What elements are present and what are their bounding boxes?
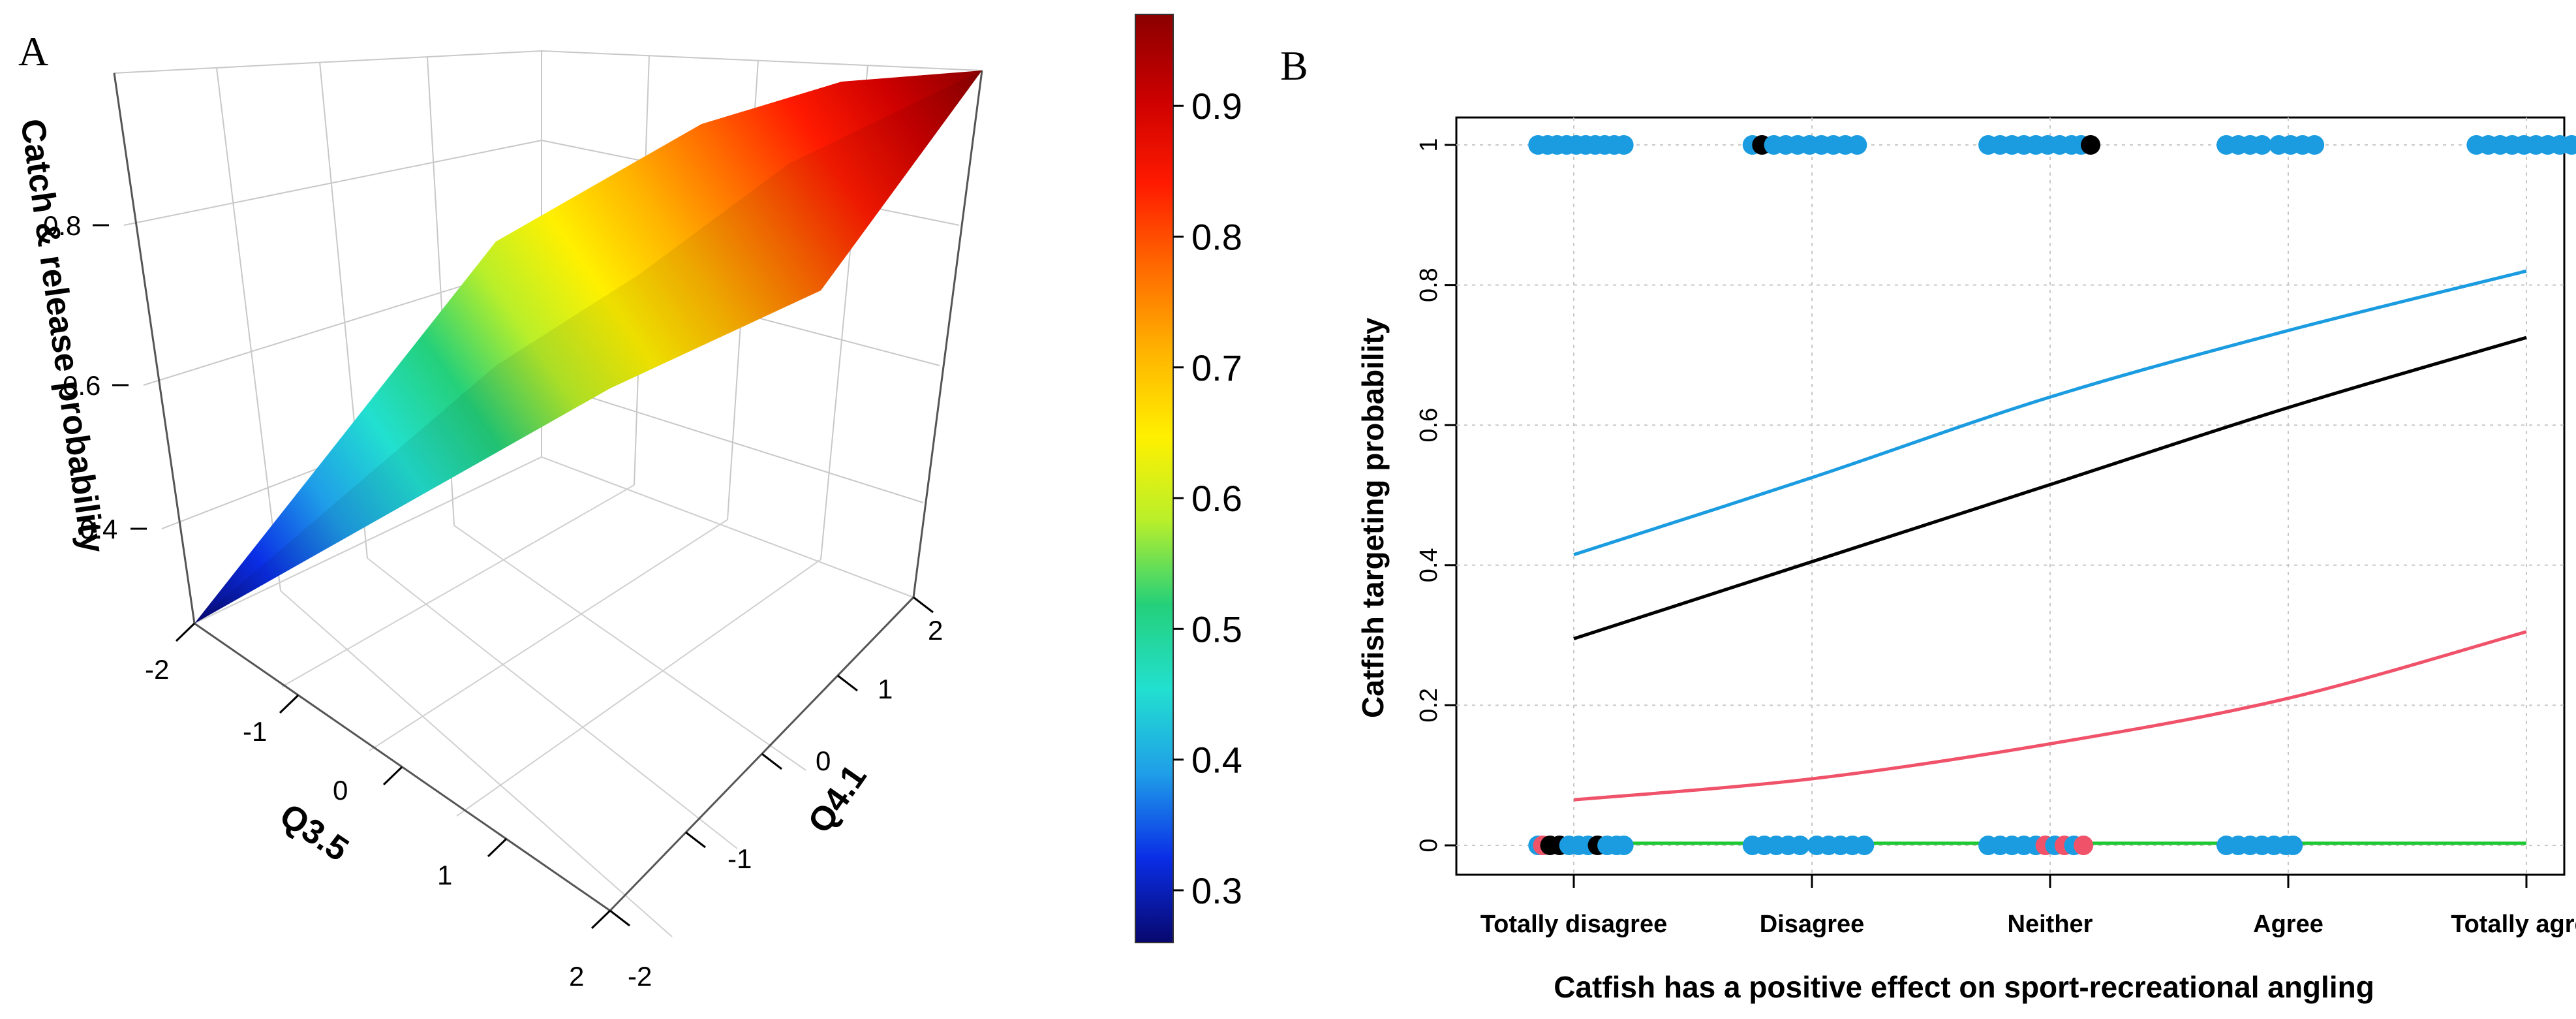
x-tick-mark (590, 909, 611, 930)
plot-b-y-tick-label: 1 (1415, 138, 1443, 151)
plot-b-y-tick-label: 0.4 (1415, 548, 1443, 582)
z-tick-label: 0.8 (43, 210, 81, 241)
x-tick-mark (487, 838, 508, 858)
plot-b-observation (2081, 135, 2101, 155)
panel-b: B 0 0.2 0.4 0.6 0.8 1 Totally disagree Disagre… (1280, 42, 2576, 1004)
z-tick-label: 0.4 (80, 514, 117, 544)
x-axis-label: Q3.5 (273, 796, 355, 869)
plot-b-x-tick-label: Totally disagree (1480, 911, 1668, 938)
colorbar-tick-label: 0.4 (1191, 740, 1242, 781)
floor-line (369, 519, 728, 751)
grid-line (123, 140, 542, 226)
colorbar: 0.3 0.4 0.5 0.6 0.7 0.8 0.9 (1135, 14, 1242, 943)
y-tick-mark (837, 674, 858, 692)
plot-b-observation (2252, 135, 2272, 155)
floor-grid (194, 456, 914, 937)
plot-b-x-tick-label: Neither (2008, 911, 2093, 938)
y-axis (609, 596, 934, 927)
floor-line (194, 456, 542, 624)
floor-line (453, 525, 806, 771)
front-edge-y (609, 596, 915, 912)
plot-b-observation (2562, 135, 2576, 155)
y-tick-label: -2 (628, 961, 652, 992)
plot-b-observation (1614, 135, 1634, 155)
plot-b-x-tick-label: Disagree (1760, 911, 1865, 938)
y-tick-mark (913, 596, 934, 614)
plot-b-y-tick-label: 0.6 (1415, 408, 1443, 443)
colorbar-ticks: 0.3 0.4 0.5 0.6 0.7 0.8 0.9 (1173, 86, 1242, 911)
x-tick-label: 1 (437, 860, 452, 890)
plot-b-x-ticks: Totally disagree Disagree Neither Agree Tota… (1480, 875, 2576, 938)
floor-line (367, 557, 738, 849)
colorbar-tick-label: 0.7 (1191, 347, 1242, 388)
plot-b-y-label: Catfish targeting probability (1356, 317, 1390, 718)
plot-b-observation (1854, 836, 1875, 855)
plot-b-series-black (1573, 336, 2527, 640)
y-tick-label: -1 (728, 843, 752, 874)
plot-b-points (1528, 135, 2576, 855)
y-tick-label: 1 (878, 674, 893, 704)
plot-b-frame (1455, 116, 2566, 876)
panel-a-letter: A (18, 28, 48, 74)
y-tick-label: 2 (928, 615, 943, 646)
plot-b-observation (2283, 836, 2303, 855)
plot-b-y-tick-label: 0.8 (1415, 268, 1443, 302)
y-tick-mark (761, 753, 782, 770)
x-tick-label: 2 (569, 961, 584, 992)
surface-shading (194, 71, 982, 623)
panel-a: A (13, 28, 983, 992)
front-edge-top-left (113, 72, 196, 624)
plot-b-grid (1456, 118, 2564, 875)
colorbar-tick-label: 0.5 (1191, 608, 1242, 650)
plot-b-x-label: Catfish has a positive effect on sport-r… (1554, 970, 2374, 1004)
plot-b-observation (1847, 135, 1867, 155)
probability-surface (194, 71, 982, 623)
plot-b-y-tick-label: 0.2 (1415, 688, 1443, 723)
plot-b-observation (1614, 836, 1634, 855)
x-tick-label: -2 (145, 654, 169, 685)
y-axis-label: Q4.1 (801, 758, 874, 840)
y-tick-mark (685, 831, 706, 849)
plot-b-y-tick-label: 0 (1415, 838, 1443, 852)
x-axis (175, 622, 611, 930)
floor-line (280, 590, 673, 937)
z-axis-label: Catch & release probability (13, 117, 112, 556)
plot-b-series-blue (1573, 269, 2527, 557)
x-tick-mark (382, 766, 403, 786)
plot-b-series-red (1573, 630, 2527, 802)
front-edge-x (194, 622, 611, 912)
z-axis (93, 224, 147, 530)
box-front-edges (113, 70, 983, 912)
floor-line (456, 559, 821, 817)
plot-b-x-tick-label: Agree (2253, 911, 2323, 938)
x-tick-label: -1 (243, 716, 267, 747)
floor-line (541, 456, 914, 598)
colorbar-tick-label: 0.8 (1191, 216, 1242, 257)
plot-b-x-tick-label: Totally agree (2451, 911, 2576, 938)
z-tick-label: 0.6 (63, 370, 100, 401)
plot-b-observation (2074, 836, 2094, 855)
panel-b-letter: B (1280, 42, 1308, 89)
x-tick-mark (279, 694, 299, 714)
colorbar-tick-label: 0.9 (1191, 86, 1242, 127)
grid-line (541, 381, 924, 503)
y-tick-mark (609, 909, 630, 927)
colorbar-tick-label: 0.6 (1191, 478, 1242, 519)
x-tick-label: 0 (333, 775, 348, 806)
plot-b-observation (2305, 135, 2325, 155)
grid-line (216, 67, 281, 591)
plot-b-y-ticks: 0 0.2 0.4 0.6 0.8 1 (1415, 138, 1456, 853)
floor-line (281, 484, 635, 687)
colorbar-bar (1135, 14, 1174, 943)
colorbar-tick-label: 0.3 (1191, 870, 1242, 911)
x-tick-mark (175, 622, 196, 642)
plot-b-observation (1790, 836, 1810, 855)
y-tick-label: 0 (816, 745, 831, 776)
front-edge-top-right (912, 70, 983, 598)
